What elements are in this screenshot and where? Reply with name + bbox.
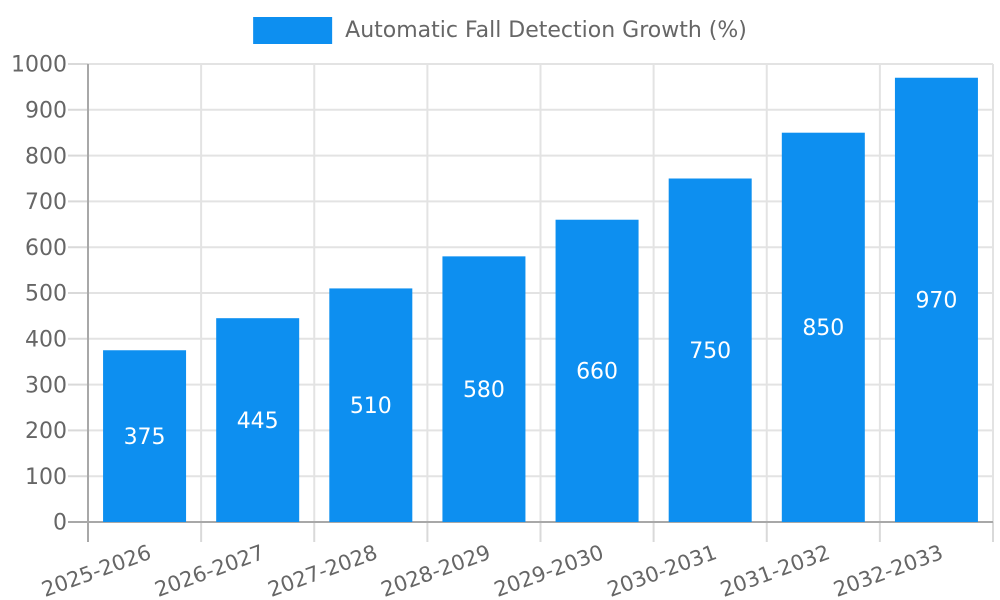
x-tick-label: 2031-2032 (717, 540, 833, 600)
legend-swatch-icon (253, 17, 333, 44)
y-tick-label: 100 (25, 465, 67, 490)
legend-label: Automatic Fall Detection Growth (%) (345, 18, 747, 43)
bar-value-label: 375 (124, 425, 166, 450)
bar-2025-2026[interactable] (103, 350, 187, 522)
y-tick-label: 900 (25, 99, 67, 124)
x-tick-label: 2032-2033 (830, 540, 946, 600)
bar-value-label: 970 (915, 289, 957, 314)
y-tick-label: 200 (25, 419, 67, 444)
bar-value-label: 580 (463, 378, 505, 403)
x-tick-label: 2026-2027 (152, 540, 268, 600)
y-tick-label: 300 (25, 373, 67, 398)
y-tick-label: 700 (25, 190, 67, 215)
bar-2030-2031[interactable] (668, 178, 752, 523)
y-tick-label: 500 (25, 282, 67, 307)
bar-value-label: 750 (689, 339, 731, 364)
bar-value-label: 510 (350, 394, 392, 419)
bar-2029-2030[interactable] (555, 219, 639, 522)
y-tick-label: 600 (25, 236, 67, 261)
x-tick-label: 2025-2026 (38, 540, 154, 600)
y-tick-label: 1000 (11, 53, 67, 78)
bar-value-label: 660 (576, 360, 618, 385)
bar-2028-2029[interactable] (442, 256, 526, 522)
bar-2026-2027[interactable] (216, 318, 300, 522)
chart-legend[interactable]: Automatic Fall Detection Growth (%) (253, 17, 747, 44)
x-tick-label: 2029-2030 (491, 540, 607, 600)
y-tick-label: 400 (25, 328, 67, 353)
bar-value-label: 850 (802, 316, 844, 341)
y-tick-label: 0 (53, 511, 67, 536)
x-tick-label: 2027-2028 (265, 540, 381, 600)
y-tick-label: 800 (25, 144, 67, 169)
bar-2027-2028[interactable] (329, 288, 413, 522)
bar-2032-2033[interactable] (894, 77, 978, 523)
x-tick-label: 2028-2029 (378, 540, 494, 600)
x-tick-label: 2030-2031 (604, 540, 720, 600)
bar-value-label: 445 (237, 409, 279, 434)
bar-2031-2032[interactable] (781, 132, 865, 522)
